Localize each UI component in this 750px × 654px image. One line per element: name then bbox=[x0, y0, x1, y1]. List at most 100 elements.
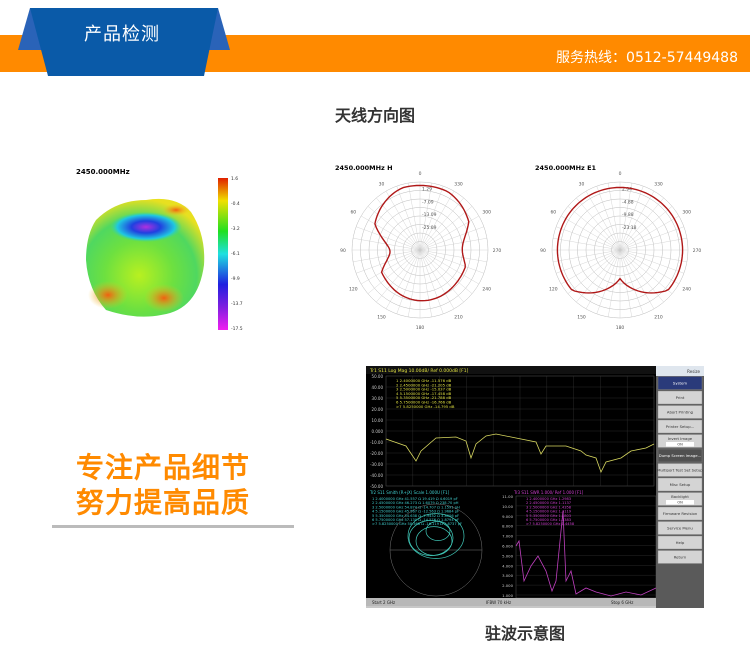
polar-angle-label: 90 bbox=[340, 248, 346, 254]
polar-angle-label: 330 bbox=[654, 181, 663, 187]
trace3-marker: 5 5.3500000 GHz 1.1803 bbox=[526, 514, 571, 518]
svg-text:Service Menu: Service Menu bbox=[667, 526, 693, 531]
polar-chart-e1: 2450.000MHz E1 0 30 60 90 120 150 180 210 240 270 3… bbox=[535, 164, 702, 331]
trace1-line bbox=[385, 433, 655, 474]
trace1-y-tick: -30.00 bbox=[370, 462, 383, 467]
softkey-printer-setup[interactable]: Printer Setup... bbox=[657, 419, 703, 434]
trace1-y-tick: -50.00 bbox=[370, 484, 383, 489]
trace3-marker: 3 2.5000000 GHz 1.4358 bbox=[526, 505, 572, 509]
softkey-service-menu[interactable]: Service Menu bbox=[657, 521, 703, 535]
softkey-invert-image[interactable]: Invert Image ON bbox=[657, 434, 703, 448]
trace1-y-tick: 30.00 bbox=[372, 396, 384, 401]
polar-ring-label: -7.09 bbox=[422, 199, 434, 205]
softkey-backlight[interactable]: Backlight ON bbox=[657, 492, 703, 506]
polar-label: 2450.000MHz H bbox=[335, 164, 393, 172]
trace3-y-tick: 8.000 bbox=[502, 524, 513, 529]
polar-angle-label: 30 bbox=[379, 181, 385, 187]
trace3-y-tick: 1.000 bbox=[502, 593, 513, 598]
vswr-title: 驻波示意图 bbox=[485, 624, 566, 643]
trace2-header: Tr2 S11 Smith (R+jX) Scale 1.000U [F1] bbox=[369, 490, 450, 495]
trace3-y-tick: 5.000 bbox=[502, 553, 513, 558]
trace3-y-tick: 2.000 bbox=[502, 583, 513, 588]
colorbar-tick: -6.1 bbox=[231, 251, 240, 257]
trace2-marker: 5 5.3500000 GHz 54.638 Ω -7.9432 Ω 3.800… bbox=[372, 514, 459, 518]
polar-angle-label: 150 bbox=[577, 315, 586, 321]
softkey-firmware-revision[interactable]: Firmware Revision bbox=[657, 506, 703, 521]
softkey-help[interactable]: Help bbox=[657, 535, 703, 550]
polar-angle-label: 120 bbox=[349, 287, 358, 293]
polar-angle-label: 210 bbox=[654, 315, 663, 321]
trace3-y-tick: 3.000 bbox=[502, 573, 513, 578]
slogan-line-1: 专注产品细节 bbox=[76, 451, 251, 484]
svg-text:Misc Setup: Misc Setup bbox=[670, 482, 691, 487]
polar-angle-label: 180 bbox=[616, 325, 625, 331]
polar-angle-label: 300 bbox=[482, 210, 491, 216]
polar-angle-label: 30 bbox=[579, 181, 585, 187]
svg-text:Multiport Test Set Setup: Multiport Test Set Setup bbox=[657, 468, 703, 473]
polar-ring-label: -4.88 bbox=[622, 199, 634, 205]
trace3-y-tick: 4.000 bbox=[502, 563, 513, 568]
polar-angle-label: 300 bbox=[682, 210, 691, 216]
hotline-text: 服务热线：0512-57449488 bbox=[556, 50, 738, 66]
slogan-divider bbox=[52, 525, 294, 528]
trace3-marker: 6 5.7500000 GHz 1.3383 bbox=[526, 518, 571, 522]
colorbar bbox=[218, 178, 228, 330]
trace1-y-tick: 40.00 bbox=[372, 385, 384, 390]
status-stop: Stop 6 GHz bbox=[611, 600, 633, 605]
svg-text:Return: Return bbox=[674, 555, 687, 560]
softkey-menu-title: System bbox=[657, 376, 703, 390]
softkey-print[interactable]: Print bbox=[657, 390, 703, 405]
softkey-abort-printing[interactable]: Abort Printing bbox=[657, 405, 703, 419]
softkey-misc-setup[interactable]: Misc Setup bbox=[657, 477, 703, 492]
polar-angle-label: 270 bbox=[693, 248, 702, 254]
trace1-y-tick: 0.000 bbox=[372, 429, 384, 434]
polar-trace bbox=[374, 184, 470, 302]
trace1-marker: 6 5.7500000 GHz -16.766 dB bbox=[396, 400, 452, 405]
polar-ring-label: -25.09 bbox=[422, 225, 437, 231]
trace1-y-tick: 20.00 bbox=[372, 407, 384, 412]
svg-text:Abort Printing: Abort Printing bbox=[667, 410, 694, 415]
polar-angle-label: 60 bbox=[550, 210, 556, 216]
svg-text:ON: ON bbox=[677, 443, 683, 447]
svg-text:Invert Image: Invert Image bbox=[668, 436, 693, 441]
trace1-marker: 5 5.3500000 GHz -21.788 dB bbox=[396, 395, 452, 400]
page-section-tab: 产品检测 bbox=[84, 24, 160, 45]
colorbar-tick: -0.4 bbox=[231, 201, 240, 207]
polar-ring-label: -23.18 bbox=[622, 225, 637, 231]
trace1-marker: >7 5.8250000 GHz -14.795 dB bbox=[396, 404, 455, 409]
svg-text:Printer Setup...: Printer Setup... bbox=[666, 424, 695, 429]
softkey-dump-screen-image[interactable]: Dump Screen Image... bbox=[657, 448, 703, 463]
resize-label: Resize bbox=[687, 369, 700, 374]
svg-text:Dump Screen Image...: Dump Screen Image... bbox=[659, 453, 701, 458]
trace1-marker: 4 5.1500000 GHz -17.458 dB bbox=[396, 391, 452, 396]
polar-ring-label: 2.94 bbox=[622, 187, 632, 193]
colorbar-tick: -13.7 bbox=[231, 301, 243, 307]
polar-ring-label: 1.29 bbox=[422, 187, 432, 193]
polar-angle-label: 90 bbox=[540, 248, 546, 254]
polar-angle-label: 120 bbox=[549, 287, 558, 293]
antenna-pattern-title: 天线方向图 bbox=[334, 106, 415, 125]
svg-text:System: System bbox=[673, 381, 687, 386]
vna-screenshot: Resize Tr1 S11 Log Mag 10.00dB/ Ref 0.00… bbox=[366, 366, 704, 608]
colorbar-tick: -17.5 bbox=[231, 326, 243, 332]
status-ifbw: IFBW 70 kHz bbox=[486, 600, 511, 605]
trace2-marker: 3 2.5000000 GHz 54.874 Ω -14.707 Ω 1.159… bbox=[372, 505, 460, 509]
trace3-marker: 4 5.1500000 GHz 1.3119 bbox=[526, 510, 572, 514]
trace3-line bbox=[515, 510, 657, 597]
polar-chart-h: 2450.000MHz H 0 30 60 90 120 150 180 210 240 270 30… bbox=[335, 164, 502, 331]
polar-angle-label: 330 bbox=[454, 181, 463, 187]
polar-angle-label: 210 bbox=[454, 315, 463, 321]
polar-angle-label: 60 bbox=[350, 210, 356, 216]
slogan-line-2: 努力提高品质 bbox=[76, 486, 251, 519]
trace1-y-tick: -10.00 bbox=[370, 440, 383, 445]
trace1-marker: 2 2.4500000 GHz -21.205 dB bbox=[396, 382, 452, 387]
polar-trace bbox=[556, 186, 684, 294]
polar-angle-label: 270 bbox=[493, 248, 502, 254]
softkey-multiport-test-set-setup[interactable]: Multiport Test Set Setup bbox=[657, 463, 703, 477]
trace3-y-tick: 10.00 bbox=[502, 504, 513, 509]
svg-text:ON: ON bbox=[677, 501, 683, 505]
trace1-header: Tr1 S11 Log Mag 10.00dB/ Ref 0.000dB [F1… bbox=[369, 368, 469, 374]
smith-trace bbox=[407, 513, 465, 559]
softkey-return[interactable]: Return bbox=[657, 550, 703, 564]
polar-angle-label: 0 bbox=[419, 171, 422, 177]
